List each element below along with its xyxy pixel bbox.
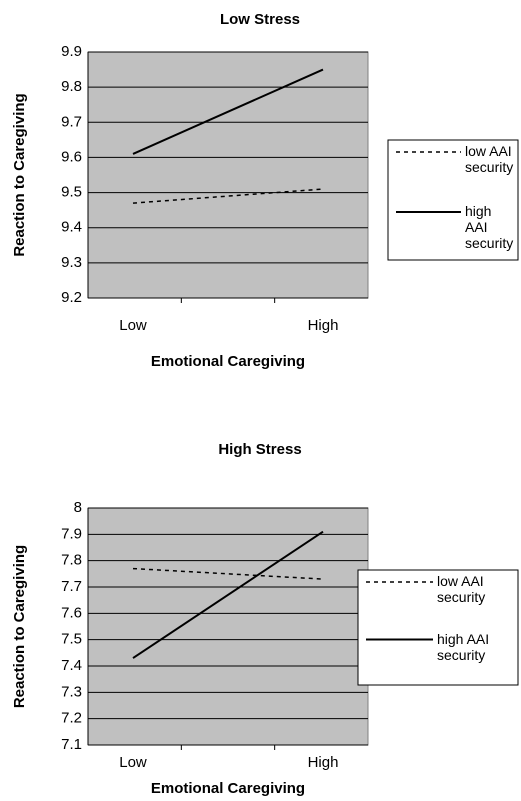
y-tick-label: 7.1 [61, 736, 82, 753]
y-axis-label: Reaction to Caregiving [11, 545, 28, 708]
y-tick-label: 9.4 [61, 219, 82, 236]
y-tick-label: 9.2 [61, 289, 82, 306]
y-tick-label: 9.8 [61, 78, 82, 95]
series-line [132, 530, 324, 659]
y-tick-label: 9.7 [61, 113, 82, 130]
y-axis-label: Reaction to Caregiving [11, 93, 28, 256]
x-tick-label: High [308, 754, 339, 771]
y-tick-label: 7.3 [61, 683, 82, 700]
legend-entry: low AAI security [465, 143, 514, 175]
y-tick-label: 9.6 [61, 148, 82, 165]
legend-entry: high AAI security [437, 630, 490, 663]
y-tick-label: 7.5 [61, 631, 82, 648]
y-tick-label: 7.2 [61, 710, 82, 727]
plot-area [87, 51, 369, 299]
x-tick-label: Low [119, 317, 147, 334]
y-tick-label: 9.5 [61, 184, 82, 201]
chart-title: Low Stress [220, 11, 300, 28]
y-tick-label: 9.9 [61, 43, 82, 60]
y-tick-label: 7.7 [61, 578, 82, 595]
plot-area [87, 507, 369, 746]
y-tick-label: 7.4 [61, 657, 82, 674]
legend-label: low AAI security [437, 573, 486, 605]
y-tick-label: 7.9 [61, 525, 82, 542]
x-axis-label: Emotional Caregiving [151, 353, 305, 370]
legend-label: high AAI security [437, 630, 490, 663]
legend-label: high AAI security [465, 203, 514, 251]
y-tick-label: 9.3 [61, 254, 82, 271]
x-tick-label: Low [119, 754, 147, 771]
legend-box [387, 139, 519, 261]
x-tick-label: High [308, 317, 339, 334]
legend-box [357, 569, 519, 686]
legend-entry: low AAI security [437, 573, 486, 605]
x-axis-label: Emotional Caregiving [151, 780, 305, 797]
legend-label: low AAI security [465, 143, 514, 175]
legend-entry: high AAI security [465, 203, 514, 251]
y-tick-label: 7.6 [61, 604, 82, 621]
series-line [132, 68, 324, 155]
y-tick-label: 8 [74, 499, 82, 516]
chart-title: High Stress [218, 441, 301, 458]
y-tick-label: 7.8 [61, 552, 82, 569]
